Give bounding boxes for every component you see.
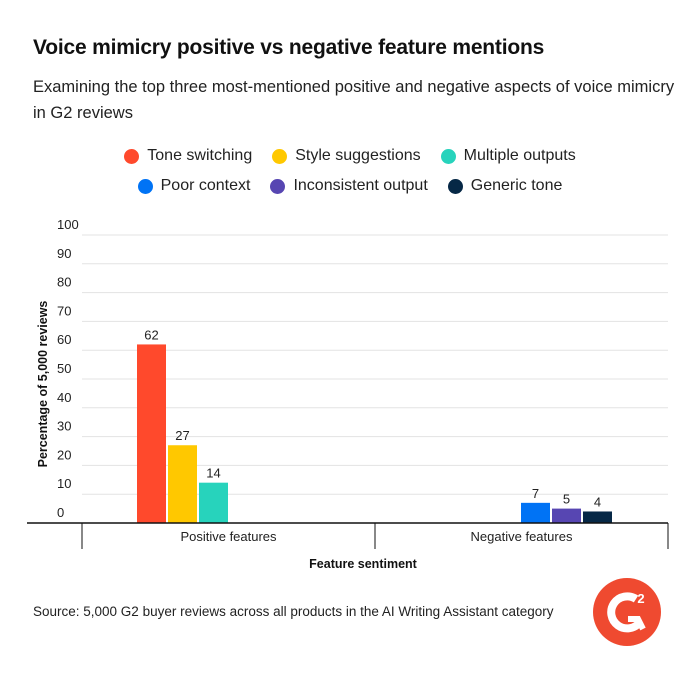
source-note: Source: 5,000 G2 buyer reviews across al… (33, 604, 554, 619)
legend-swatch (270, 178, 286, 194)
bar (137, 344, 166, 523)
data-label: 14 (206, 466, 220, 481)
data-label: 62 (144, 327, 158, 342)
g2-logo-icon: 2 (593, 578, 661, 646)
legend-item: Inconsistent output (270, 177, 428, 195)
y-tick-label: 20 (57, 447, 71, 462)
y-tick-label: 0 (57, 505, 64, 520)
y-tick-label: 70 (57, 303, 71, 318)
legend-label: Multiple outputs (463, 147, 576, 164)
legend-label: Inconsistent output (293, 177, 428, 194)
x-tick-label: Positive features (180, 529, 277, 544)
y-tick-label: 30 (57, 419, 71, 434)
legend-item: Poor context (137, 177, 251, 195)
y-tick-label: 80 (57, 275, 71, 290)
svg-text:2: 2 (637, 591, 644, 606)
chart-subtitle: Examining the top three most-mentioned p… (33, 78, 675, 122)
data-label: 5 (563, 492, 570, 507)
legend-swatch (137, 178, 153, 194)
legend-swatch (272, 148, 288, 164)
x-axis-label: Feature sentiment (309, 557, 418, 571)
legend-swatch (124, 148, 140, 164)
legend-item: Multiple outputs (440, 147, 576, 165)
data-label: 4 (594, 494, 601, 509)
y-tick-label: 60 (57, 332, 71, 347)
data-label: 27 (175, 428, 189, 443)
y-axis-label: Percentage of 5,000 reviews (36, 301, 50, 468)
legend-row-2: Poor context Inconsistent output Generic… (0, 177, 700, 195)
y-tick-label: 50 (57, 361, 71, 376)
chart-title: Voice mimicry positive vs negative featu… (33, 36, 545, 59)
bar (168, 445, 197, 523)
bar (521, 502, 550, 523)
legend-swatch (447, 178, 463, 194)
legend-label: Poor context (160, 177, 251, 194)
y-tick-label: 40 (57, 390, 71, 405)
y-tick-label: 100 (57, 217, 79, 232)
legend-item: Style suggestions (272, 147, 421, 165)
legend-swatch (440, 148, 456, 164)
legend-row-1: Tone switching Style suggestions Multipl… (0, 147, 700, 165)
x-tick-label: Negative features (471, 529, 573, 544)
legend-label: Generic tone (470, 177, 563, 194)
bar (583, 511, 612, 523)
y-tick-label: 90 (57, 246, 71, 261)
legend-label: Tone switching (147, 147, 253, 164)
bar (199, 482, 228, 523)
data-label: 7 (532, 486, 539, 501)
y-tick-label: 10 (57, 476, 71, 491)
bar (552, 508, 581, 523)
legend-item: Tone switching (124, 147, 252, 165)
legend-label: Style suggestions (295, 147, 421, 164)
legend-item: Generic tone (447, 177, 563, 195)
